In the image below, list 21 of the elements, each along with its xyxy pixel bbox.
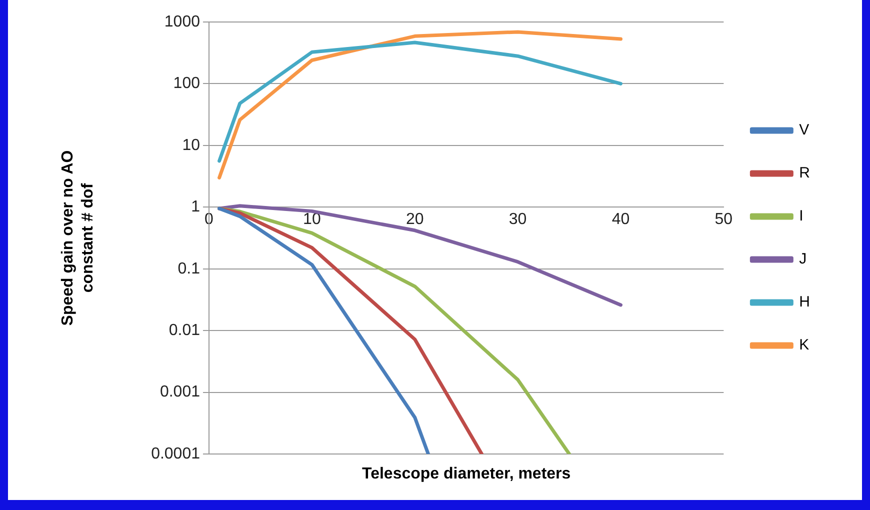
legend-label: I xyxy=(799,208,804,225)
y-tick-label: 10 xyxy=(182,136,200,154)
y-tick-label: 0.0001 xyxy=(151,445,200,462)
x-tick-label: 40 xyxy=(612,211,630,228)
y-tick-label: 0.001 xyxy=(160,384,200,401)
x-tick-label: 30 xyxy=(508,211,527,228)
legend-label: R xyxy=(799,164,810,182)
legend-label: K xyxy=(799,336,810,354)
y-tick-label: 100 xyxy=(173,75,200,92)
x-tick-label: 10 xyxy=(303,211,321,228)
y-axis-title: Speed gain over no AO constant # dof xyxy=(59,150,96,326)
y-tick-label: 1 xyxy=(191,198,200,216)
legend-label: H xyxy=(799,294,810,311)
y-tick-label: 1000 xyxy=(164,13,200,30)
y-tick-label: 0.01 xyxy=(168,322,200,339)
x-tick-label: 50 xyxy=(714,211,733,228)
x-tick-label: 20 xyxy=(406,211,424,228)
x-axis-title: Telescope diameter, meters xyxy=(362,465,571,482)
legend-label: V xyxy=(799,122,810,139)
legend-label: J xyxy=(799,250,807,268)
y-tick-label: 0.1 xyxy=(178,260,200,278)
